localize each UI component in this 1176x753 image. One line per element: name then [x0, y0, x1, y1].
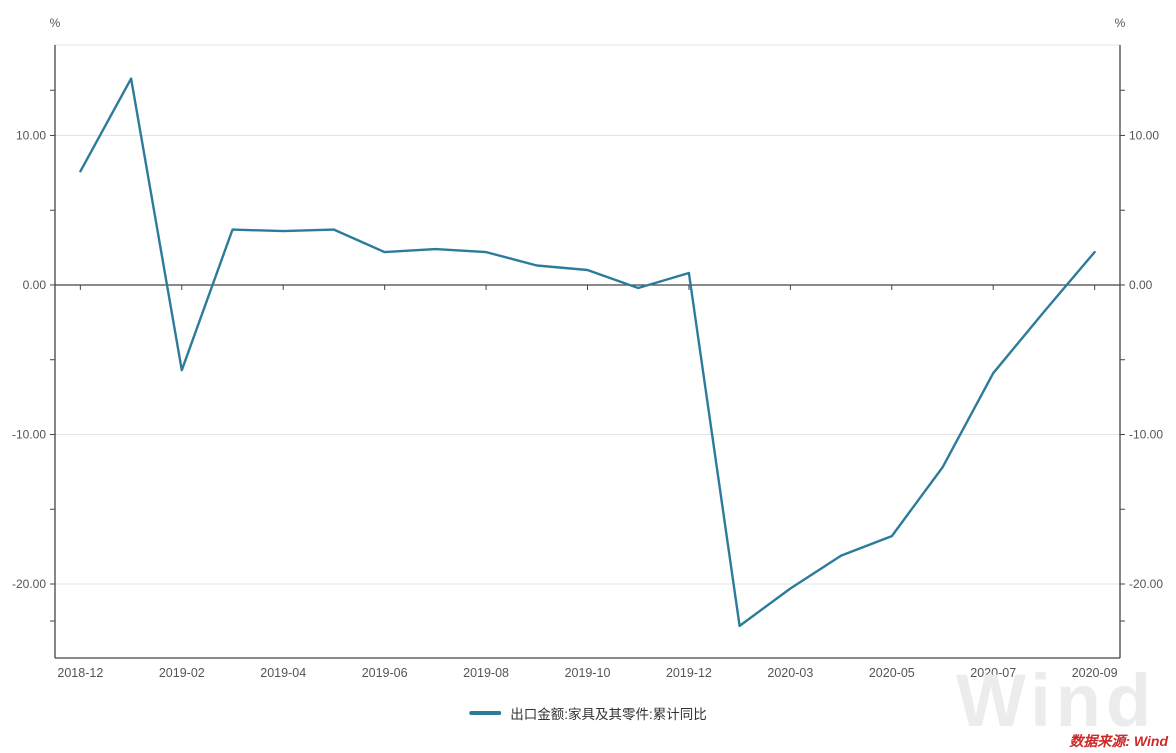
y-tick-label-left: -20.00	[12, 577, 46, 591]
y-tick-label-right: 10.00	[1129, 128, 1159, 142]
legend-item[interactable]: 出口金额:家具及其零件:累计同比	[469, 703, 707, 723]
x-tick-label: 2020-07	[970, 666, 1016, 680]
y-axis-unit-right: %	[1115, 16, 1126, 30]
x-tick-label: 2019-06	[362, 666, 408, 680]
x-tick-label: 2019-10	[565, 666, 611, 680]
y-tick-label-right: 0.00	[1129, 278, 1153, 292]
series-line	[79, 77, 1096, 628]
x-tick-label: 2019-02	[159, 666, 205, 680]
data-source-note: 数据来源: Wind	[1069, 733, 1168, 749]
legend-label: 出口金额:家具及其零件:累计同比	[510, 707, 707, 722]
x-tick-label: 2019-08	[463, 666, 509, 680]
y-axis-unit-left: %	[50, 16, 61, 30]
legend-line-marker	[469, 711, 502, 715]
y-tick-label-left: -10.00	[12, 427, 46, 441]
x-tick-label: 2020-03	[767, 666, 813, 680]
y-tick-label-right: -20.00	[1129, 577, 1163, 591]
x-tick-label: 2019-12	[666, 666, 712, 680]
x-tick-label: 2020-05	[869, 666, 915, 680]
y-tick-label-right: -10.00	[1129, 427, 1163, 441]
x-tick-label: 2020-09	[1072, 666, 1118, 680]
wind-watermark: Wind	[956, 659, 1157, 742]
y-tick-label-left: 0.00	[23, 278, 47, 292]
x-tick-label: 2019-04	[260, 666, 306, 680]
y-tick-label-left: 10.00	[16, 128, 46, 142]
x-tick-label: 2018-12	[57, 666, 103, 680]
